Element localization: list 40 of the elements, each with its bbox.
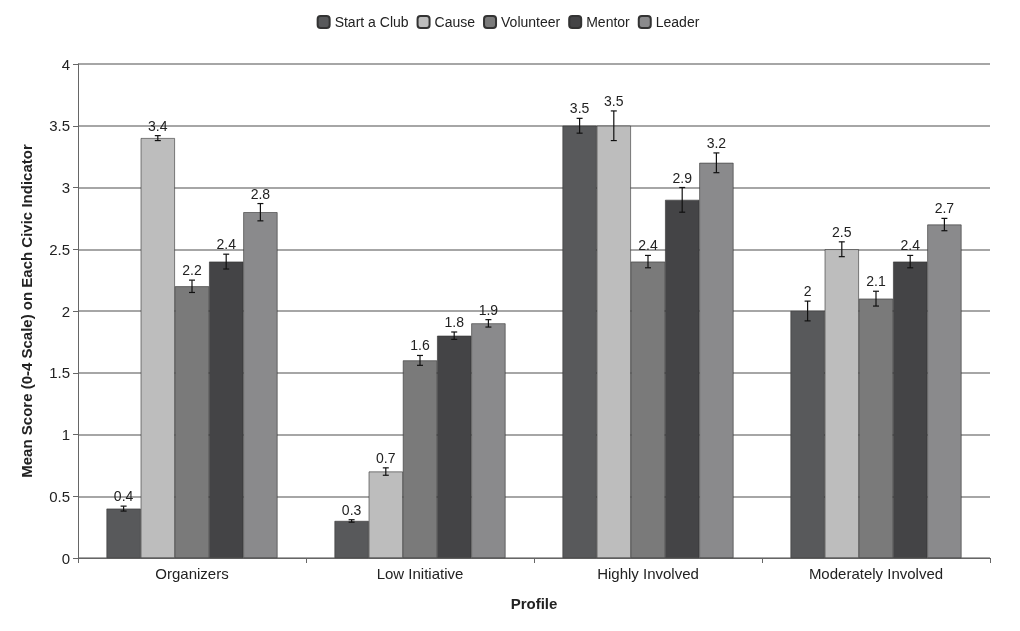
x-tick-label: Low Initiative [376, 565, 464, 582]
x-tick-label: Organizers [155, 565, 229, 582]
data-label: 3.5 [569, 100, 590, 117]
data-label: 2.4 [638, 237, 658, 254]
legend-label: Mentor [586, 14, 631, 30]
y-tick-label: 0 [61, 549, 70, 567]
x-axis-title: Profile [510, 595, 558, 612]
data-label: 3.2 [706, 134, 727, 151]
y-tick-label: 3 [61, 179, 70, 196]
x-tick-label: Highly Involved [597, 565, 699, 582]
legend-label: Leader [655, 14, 700, 30]
y-tick-label: 3.5 [49, 117, 70, 135]
y-tick-label: 4 [61, 55, 70, 73]
data-label: 2 [803, 283, 812, 300]
y-tick-label: 0.5 [49, 487, 70, 505]
x-tick-label: Moderately Involved [808, 565, 944, 582]
legend-label: Volunteer [501, 14, 561, 30]
data-label: 1.6 [410, 337, 430, 354]
data-label: 2.9 [672, 169, 693, 186]
y-tick-label: 1.5 [49, 364, 70, 382]
legend-label: Cause [434, 14, 476, 30]
y-axis-title: Mean Score (0-4 Scale) on Each Civic Indicator [18, 144, 35, 478]
data-label: 2.8 [250, 185, 271, 202]
data-label: 2.5 [832, 223, 852, 240]
data-label: 1.9 [478, 301, 499, 318]
data-label: 0.4 [113, 488, 134, 505]
data-label: 2.1 [866, 273, 886, 290]
legend-label: Start a Club [334, 14, 409, 30]
data-label: 3.4 [148, 117, 168, 134]
data-label: 1.8 [444, 313, 465, 330]
data-label: 2.7 [934, 200, 955, 217]
y-tick-label: 1 [61, 426, 70, 443]
y-tick-label: 2.5 [49, 240, 70, 258]
y-tick-label: 2 [61, 302, 70, 320]
data-label: 2.4 [900, 237, 921, 254]
data-label: 0.3 [341, 501, 362, 518]
data-label: 0.7 [376, 449, 396, 466]
data-label: 2.4 [216, 236, 237, 253]
data-label: 2.2 [182, 262, 202, 279]
data-label: 3.5 [604, 92, 624, 109]
